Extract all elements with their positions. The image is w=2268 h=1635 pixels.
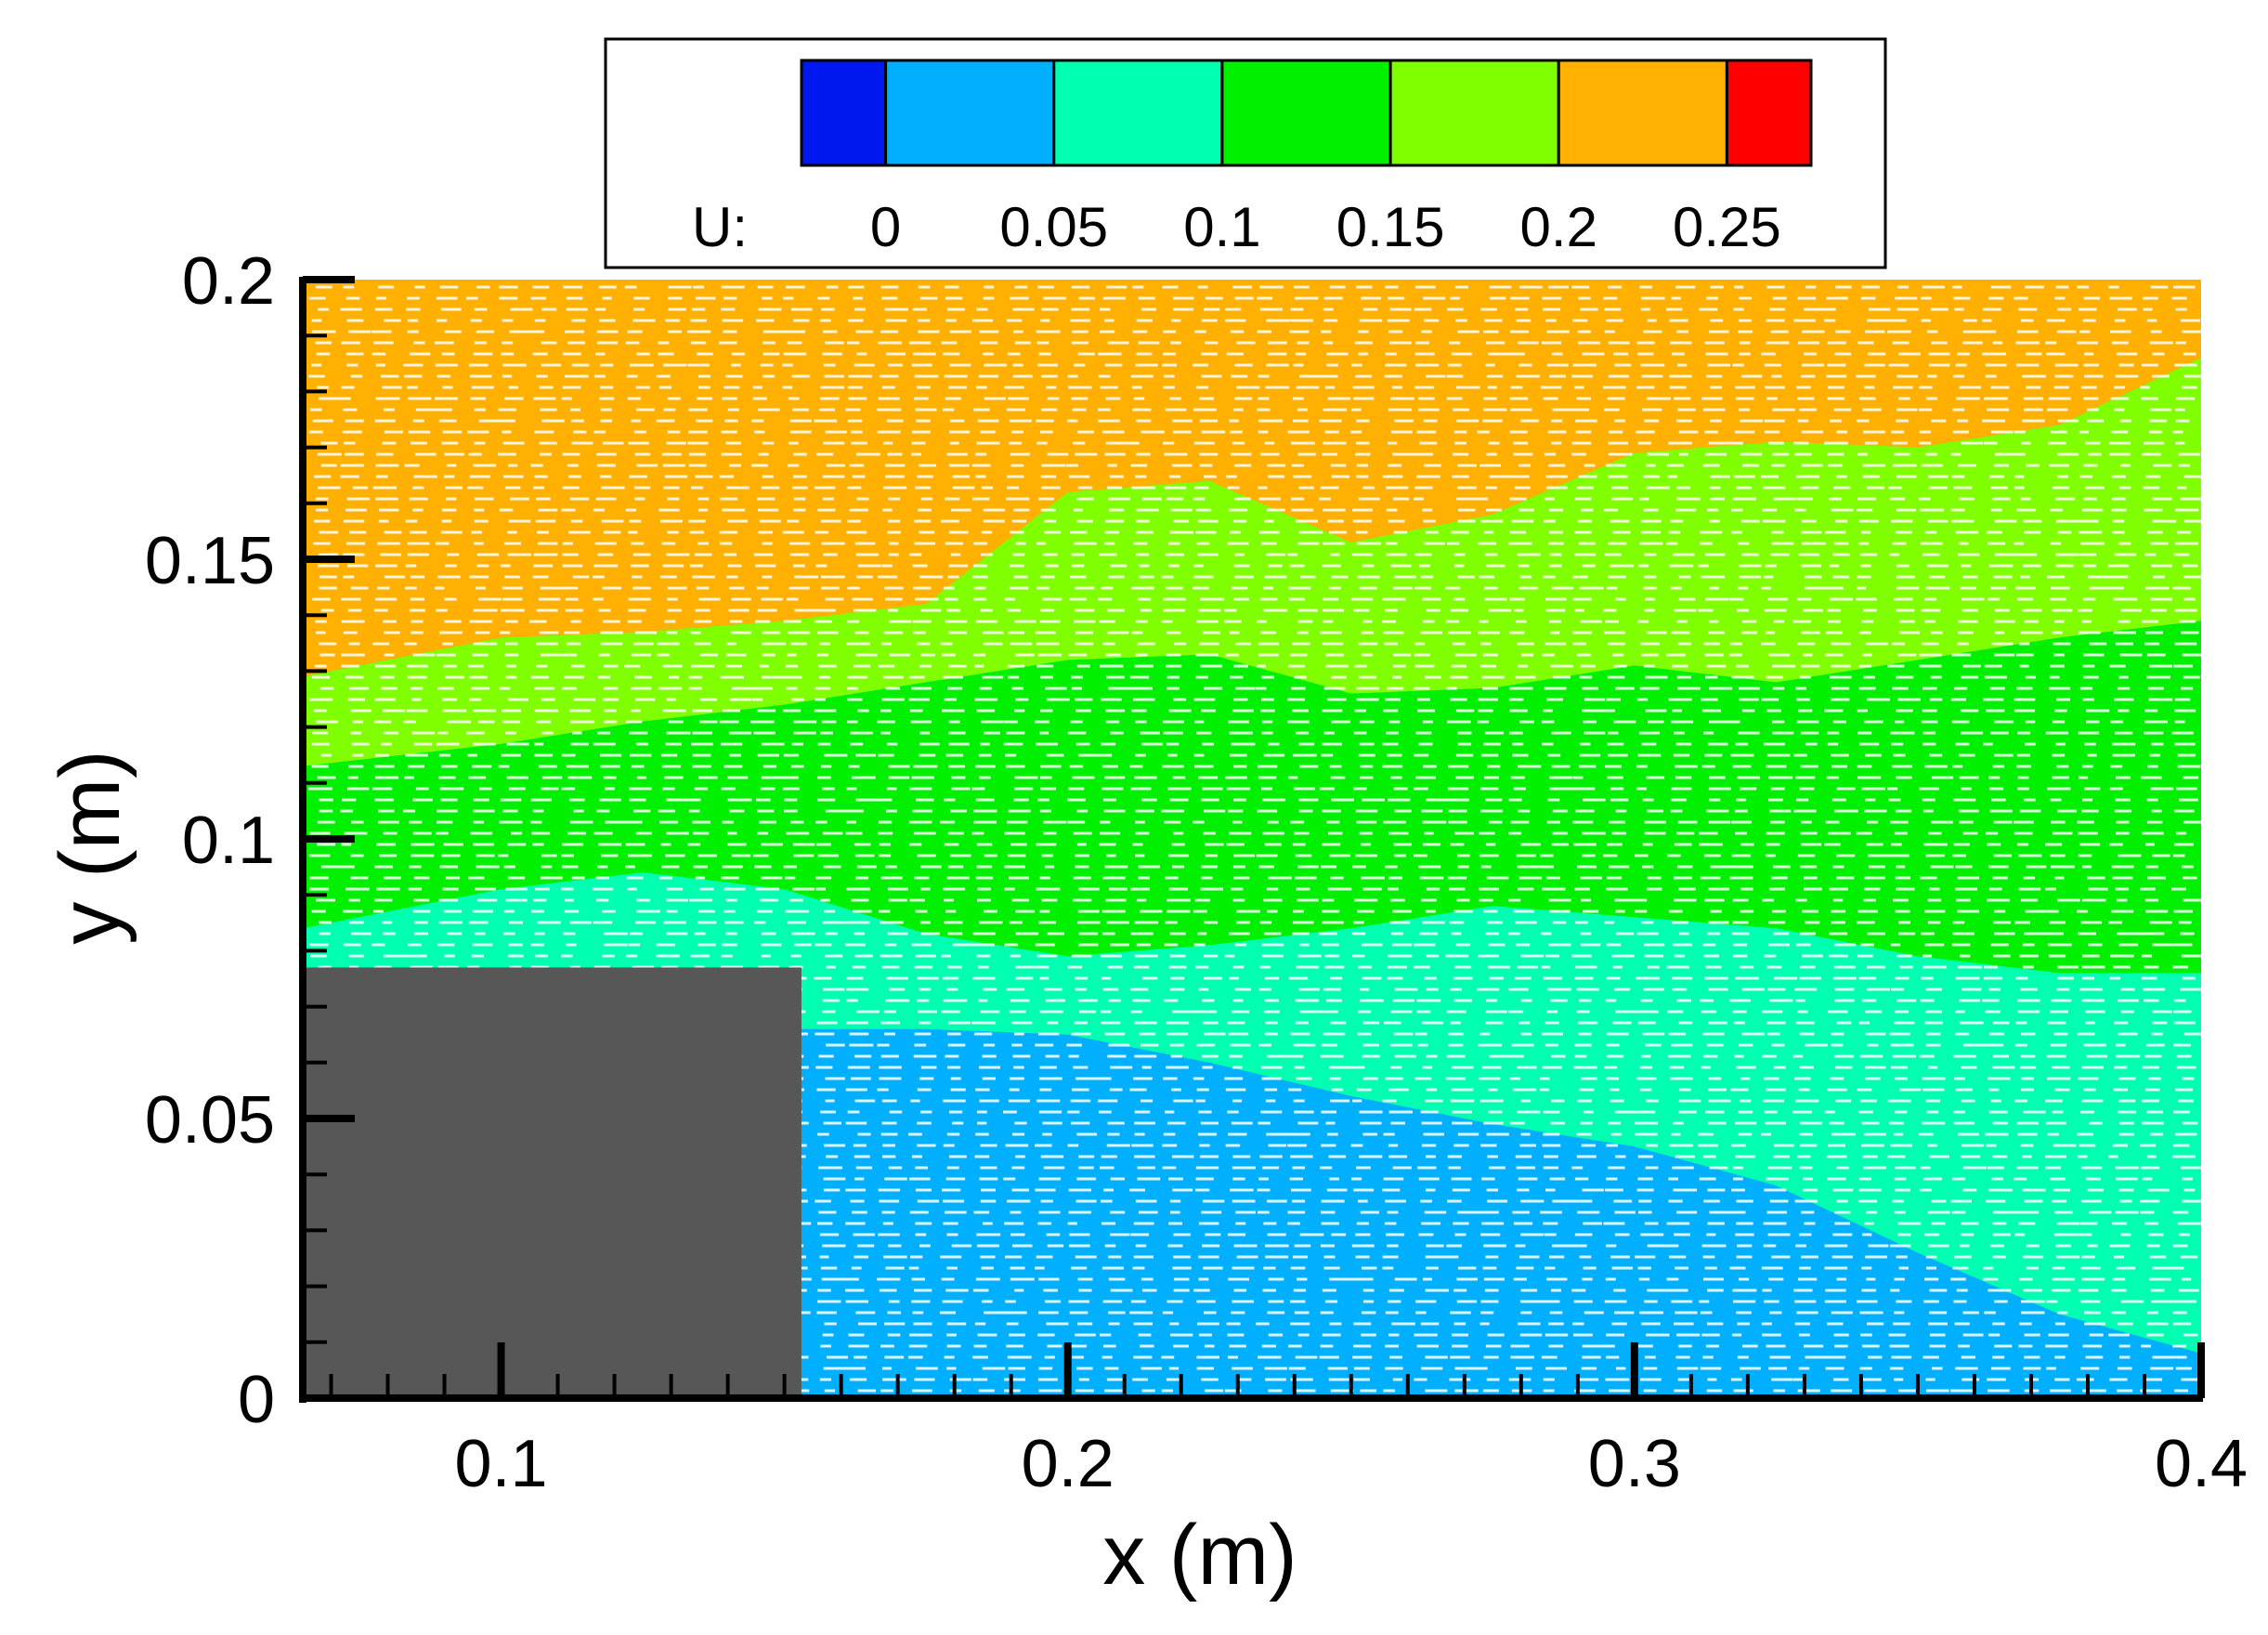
colorbar-level-label: 0.25 xyxy=(1673,196,1781,258)
colorbar-swatch xyxy=(800,59,888,167)
x-axis-ticks: 0.1 0.2 0.3 0.4 xyxy=(329,1342,2248,1501)
vector-dashes xyxy=(308,285,2201,1393)
band-0.15-0.2 xyxy=(303,358,2201,766)
colorbar-variable-label: U: xyxy=(692,196,748,258)
x-tick-label: 0.2 xyxy=(1022,1427,1114,1501)
colorbar-level-label: 0.1 xyxy=(1183,196,1260,258)
obstacle-block xyxy=(303,967,802,1398)
x-axis-title: x (m) xyxy=(1102,1508,1297,1602)
band-0.2-0.25 xyxy=(303,280,2201,677)
velocity-vectors xyxy=(308,285,2201,1393)
colorbar-swatch xyxy=(1220,59,1392,167)
y-tick-label: 0.1 xyxy=(182,804,275,878)
x-tick-label: 0.4 xyxy=(2155,1427,2248,1501)
y-axis-ticks: 0 0.05 0.1 0.15 0.2 xyxy=(145,244,355,1437)
y-tick-label: 0.2 xyxy=(182,244,275,319)
colorbar-level-labels: 0 0.05 0.1 0.15 0.2 0.25 xyxy=(870,196,1781,258)
colorbar-swatch xyxy=(1725,59,1813,167)
colorbar-swatch xyxy=(1557,59,1728,167)
x-tick-label: 0.3 xyxy=(1588,1427,1681,1501)
colorbar-level-label: 0.15 xyxy=(1336,196,1445,258)
y-tick-label: 0.15 xyxy=(145,524,275,598)
y-tick-label: 0 xyxy=(238,1363,275,1437)
axes: 0.1 0.2 0.3 0.4 0 0.05 0.1 0.15 0.2 xyxy=(145,244,2248,1501)
band-0.1-0.15 xyxy=(303,621,2201,974)
colorbar-level-label: 0.2 xyxy=(1520,196,1597,258)
plot-area xyxy=(303,280,2201,1398)
y-axis-title: y (m) xyxy=(43,750,137,944)
colorbar-swatch xyxy=(884,59,1056,167)
colorbar-level-label: 0 xyxy=(870,196,901,258)
colorbar-swatches xyxy=(800,59,1813,167)
colorbar-legend: U: 0 0.05 0.1 0.15 0.2 0.25 xyxy=(604,37,1887,269)
colorbar-swatch xyxy=(1052,59,1224,167)
colorbar-level-label: 0.05 xyxy=(999,196,1108,258)
y-tick-label: 0.05 xyxy=(145,1083,275,1158)
band-0-0.05 xyxy=(801,1028,2201,1398)
x-tick-label: 0.1 xyxy=(455,1427,548,1501)
colorbar-swatch xyxy=(1388,59,1560,167)
